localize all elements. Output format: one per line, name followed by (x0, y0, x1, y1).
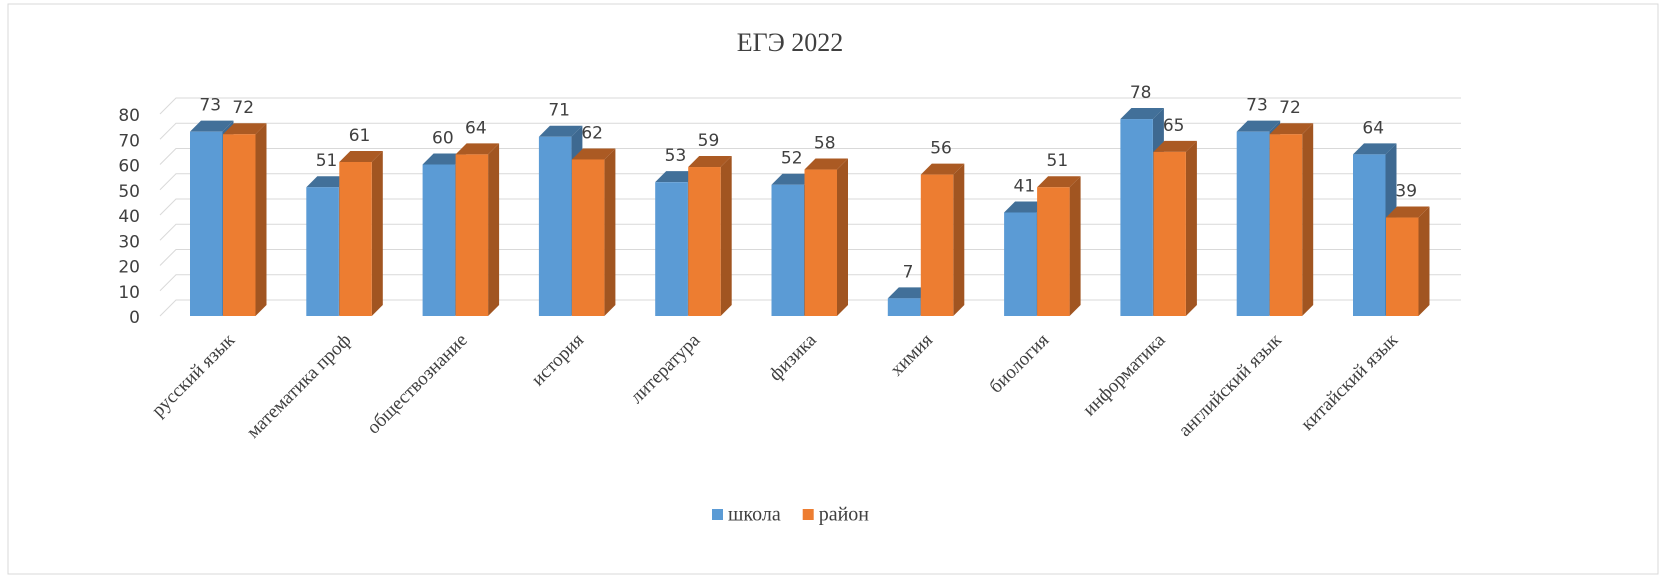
value-label: 72 (232, 98, 254, 118)
value-label: 64 (465, 118, 487, 138)
grid-line (159, 97, 1461, 115)
bar-side (953, 163, 965, 316)
bar-top (1153, 140, 1197, 152)
bar (1037, 187, 1070, 316)
bar-top (190, 120, 234, 132)
bar-top (223, 123, 267, 135)
bar (538, 136, 572, 316)
bar-top (306, 176, 350, 188)
bar (455, 154, 489, 316)
bar-top (422, 153, 467, 165)
legend-label: район (819, 504, 870, 526)
bar-top (655, 171, 699, 183)
value-label: 56 (930, 139, 952, 159)
bar-top (1120, 108, 1164, 120)
value-label: 59 (698, 131, 720, 151)
bar-top (1236, 120, 1281, 132)
bar (887, 298, 921, 316)
y-tick-label: 20 (118, 258, 140, 278)
bar-top (1386, 206, 1430, 218)
grid-line (159, 198, 1461, 216)
bar-side (837, 158, 848, 316)
value-label: 71 (548, 101, 570, 121)
value-label: 7 (903, 262, 914, 282)
bar-top (538, 125, 583, 137)
bar-top (1353, 143, 1397, 155)
y-tick-label: 70 (118, 131, 140, 151)
bar-top (455, 143, 500, 155)
value-label: 72 (1279, 98, 1301, 118)
bar (688, 167, 721, 316)
bar-top (920, 163, 965, 175)
value-label: 51 (316, 151, 338, 171)
bar-top (571, 148, 616, 160)
bar (306, 187, 339, 316)
y-tick-label: 0 (129, 308, 140, 328)
bar-top (887, 287, 932, 299)
bar-top (339, 150, 383, 162)
bar (1236, 131, 1270, 316)
bar (571, 159, 605, 316)
bar-top (804, 158, 848, 170)
bar-side (371, 150, 383, 316)
value-label: 52 (781, 149, 803, 169)
bar (1353, 154, 1386, 316)
value-label: 58 (814, 134, 836, 154)
bar (1153, 151, 1186, 316)
y-tick-label: 10 (118, 283, 140, 303)
y-tick-label: 80 (118, 106, 140, 126)
bar-top (688, 156, 732, 168)
bar (339, 161, 372, 316)
bar-side (720, 156, 732, 316)
bar (223, 134, 256, 316)
value-label: 60 (432, 129, 454, 149)
bar (422, 164, 456, 316)
bar (1120, 119, 1153, 316)
bar-top (1037, 176, 1081, 188)
bar-side (1418, 206, 1430, 316)
value-label: 53 (665, 146, 687, 166)
bar (655, 182, 688, 316)
chart-title: ЕГЭ 2022 (737, 28, 844, 57)
bar (771, 184, 804, 316)
bar-side (488, 143, 500, 316)
value-label: 39 (1395, 182, 1417, 202)
bar-side (604, 148, 616, 316)
value-label: 78 (1130, 83, 1152, 103)
bar-side (255, 123, 267, 316)
bar (190, 131, 223, 316)
legend-swatch (802, 509, 814, 520)
bar (920, 174, 954, 316)
value-label: 61 (349, 126, 371, 146)
grid-line (159, 148, 1461, 165)
value-label: 64 (1362, 118, 1384, 138)
bar-top (1004, 201, 1048, 213)
value-label: 65 (1163, 116, 1185, 136)
value-label: 51 (1047, 151, 1069, 171)
bar-top (771, 173, 815, 185)
legend-label: школа (728, 504, 781, 526)
y-tick-label: 40 (118, 207, 140, 227)
bar-side (1302, 123, 1314, 316)
bar-side (1069, 176, 1081, 316)
bar (804, 169, 837, 316)
value-label: 41 (1014, 176, 1036, 196)
bar (1386, 217, 1419, 316)
value-label: 73 (1246, 96, 1268, 116)
y-tick-label: 50 (118, 182, 140, 202)
bar (1269, 134, 1303, 316)
y-tick-label: 30 (118, 232, 140, 252)
bar-side (1185, 140, 1197, 316)
bar-top (1269, 123, 1314, 135)
grid-line (159, 122, 1461, 140)
value-label: 62 (581, 123, 603, 143)
legend-swatch (712, 509, 723, 520)
bar (1004, 212, 1037, 316)
value-label: 73 (199, 96, 221, 116)
grid-line (159, 173, 1461, 191)
y-tick-label: 60 (118, 157, 140, 177)
